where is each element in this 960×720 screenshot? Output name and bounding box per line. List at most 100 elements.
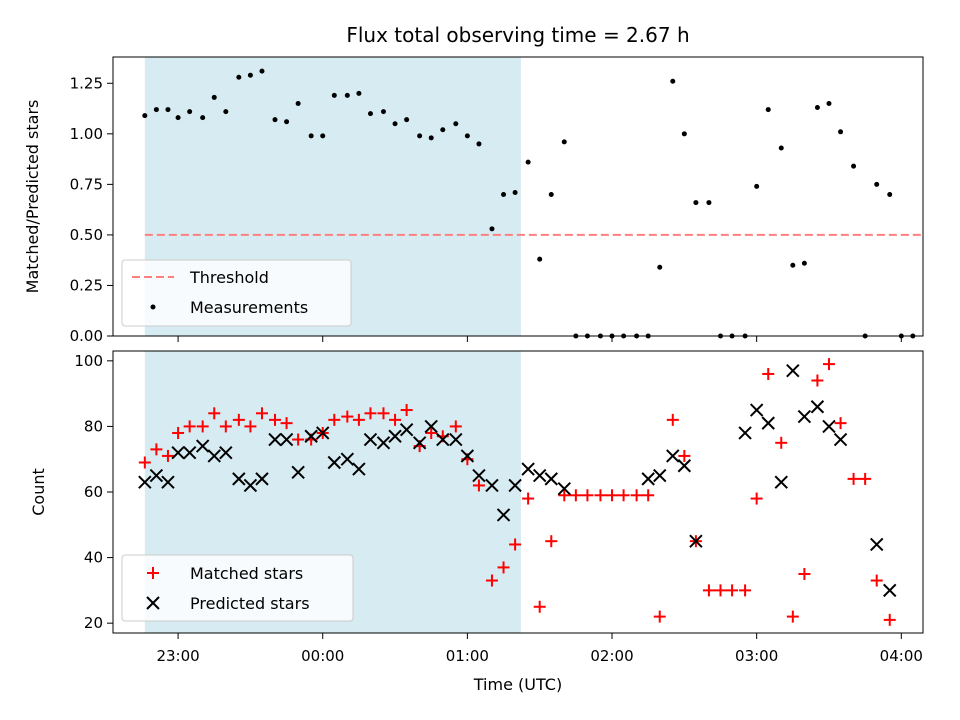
- matched-star-point: [569, 489, 582, 502]
- chart-title: Flux total observing time = 2.67 h: [346, 23, 689, 47]
- predicted-star-point: [340, 452, 355, 466]
- ratio-ytick-label: 0.75: [70, 175, 103, 193]
- predicted-star-stroke-b: [304, 429, 318, 443]
- predicted-star-stroke-b: [797, 409, 812, 424]
- predicted-star-point: [521, 462, 535, 476]
- predicted-star-point: [472, 468, 486, 483]
- predicted-star-point: [268, 432, 282, 447]
- matched-star-point: [389, 413, 402, 426]
- predicted-star-point: [243, 478, 258, 493]
- predicted-star-point: [544, 472, 558, 486]
- predicted-star-stroke-b: [653, 468, 667, 483]
- predicted-star-stroke-b: [532, 468, 547, 483]
- ratio-panel-ylabel: Matched/Predicted stars: [23, 100, 42, 294]
- matched-star-point: [775, 436, 788, 449]
- matched-star-point: [328, 413, 341, 426]
- measurement-point: [211, 94, 217, 100]
- predicted-star-stroke-b: [496, 508, 511, 522]
- measurement-point: [272, 117, 278, 123]
- predicted-star-stroke-b: [436, 432, 450, 447]
- measurement-point: [512, 189, 518, 195]
- measurement-point: [404, 117, 410, 123]
- legend-threshold-label: Threshold: [189, 268, 269, 287]
- predicted-star-stroke-b: [761, 416, 775, 430]
- measurement-point: [223, 109, 229, 115]
- measurement-point: [320, 133, 326, 139]
- matched-star-point: [883, 613, 896, 626]
- measurement-point: [153, 107, 159, 113]
- count-panel: 20 40 60 80 100 23:00 00:00 01:00 02:00 03:00 04:…: [29, 350, 924, 694]
- predicted-star-stroke-b: [363, 432, 378, 447]
- predicted-star-stroke-b: [774, 475, 788, 489]
- predicted-star-point: [810, 400, 825, 414]
- count-xtick-label: 00:00: [301, 647, 344, 665]
- legend-matched-marker: [147, 567, 159, 579]
- matched-star-point: [750, 492, 763, 505]
- measurement-point: [657, 264, 663, 270]
- measurement-point: [826, 101, 832, 106]
- count-panel-ylabel: Count: [29, 468, 48, 516]
- predicted-star-stroke-b: [340, 452, 355, 466]
- count-xtick-label: 03:00: [735, 647, 778, 665]
- ratio-ytick-label: 0.50: [70, 226, 103, 244]
- matched-star-point: [522, 492, 535, 505]
- matched-star-point: [642, 489, 655, 502]
- measurement-point: [525, 159, 531, 165]
- matched-star-point: [341, 410, 354, 423]
- matched-star-point: [208, 407, 221, 420]
- measurement-point: [670, 78, 676, 84]
- predicted-star-stroke-b: [677, 459, 692, 473]
- matched-star-point: [352, 413, 365, 426]
- predicted-star-point: [641, 472, 655, 486]
- measurement-point: [778, 145, 784, 151]
- matched-star-point: [678, 449, 691, 462]
- matched-star-point: [726, 584, 739, 597]
- matched-star-point: [183, 420, 196, 433]
- measurement-point: [489, 226, 495, 232]
- predicted-star-stroke-b: [268, 432, 282, 447]
- predicted-star-stroke-b: [883, 583, 897, 598]
- ratio-panel-frame: [112, 56, 924, 337]
- predicted-star-point: [666, 449, 680, 463]
- measurement-point: [464, 133, 470, 139]
- matched-star-point: [847, 472, 860, 485]
- measurement-point: [200, 115, 206, 121]
- count-ytick-label: 100: [74, 352, 103, 370]
- measurement-point: [851, 163, 857, 169]
- predicted-star-point: [485, 478, 499, 493]
- predicted-star-stroke-b: [460, 449, 475, 463]
- predicted-star-point: [870, 537, 884, 552]
- matched-star-point: [834, 417, 847, 430]
- predicted-star-stroke-b: [749, 403, 764, 417]
- matched-star-point: [545, 535, 558, 548]
- measurement-point: [236, 74, 242, 80]
- matched-star-point: [822, 358, 835, 371]
- legend-measurements-label: Measurements: [190, 298, 308, 317]
- predicted-star-stroke-b: [810, 400, 825, 414]
- predicted-star-stroke-b: [327, 455, 342, 470]
- predicted-star-stroke-b: [544, 472, 558, 486]
- matched-star-point: [232, 413, 245, 426]
- count-legend-box: [121, 554, 354, 622]
- predicted-star-stroke-b: [171, 445, 185, 460]
- measurement-point: [187, 109, 193, 115]
- predicted-star-stroke-b: [822, 419, 836, 434]
- predicted-star-stroke-b: [291, 465, 305, 480]
- matched-star-point: [269, 413, 281, 426]
- measurement-point: [142, 113, 148, 119]
- measurement-point: [706, 200, 712, 206]
- measurement-point: [331, 92, 337, 98]
- matched-star-point: [739, 584, 752, 597]
- matched-star-point: [425, 426, 438, 439]
- matched-star-point: [292, 433, 305, 446]
- measurement-point: [801, 260, 807, 266]
- matched-star-point: [630, 489, 643, 502]
- predicted-star-stroke-b: [485, 478, 499, 493]
- predicted-star-stroke-b: [316, 426, 330, 440]
- predicted-star-point: [219, 445, 233, 460]
- matched-star-point: [798, 567, 811, 580]
- measurement-point: [874, 181, 880, 187]
- matched-star-point: [138, 456, 151, 469]
- predicted-star-point: [207, 449, 221, 463]
- matched-star-point: [196, 420, 209, 433]
